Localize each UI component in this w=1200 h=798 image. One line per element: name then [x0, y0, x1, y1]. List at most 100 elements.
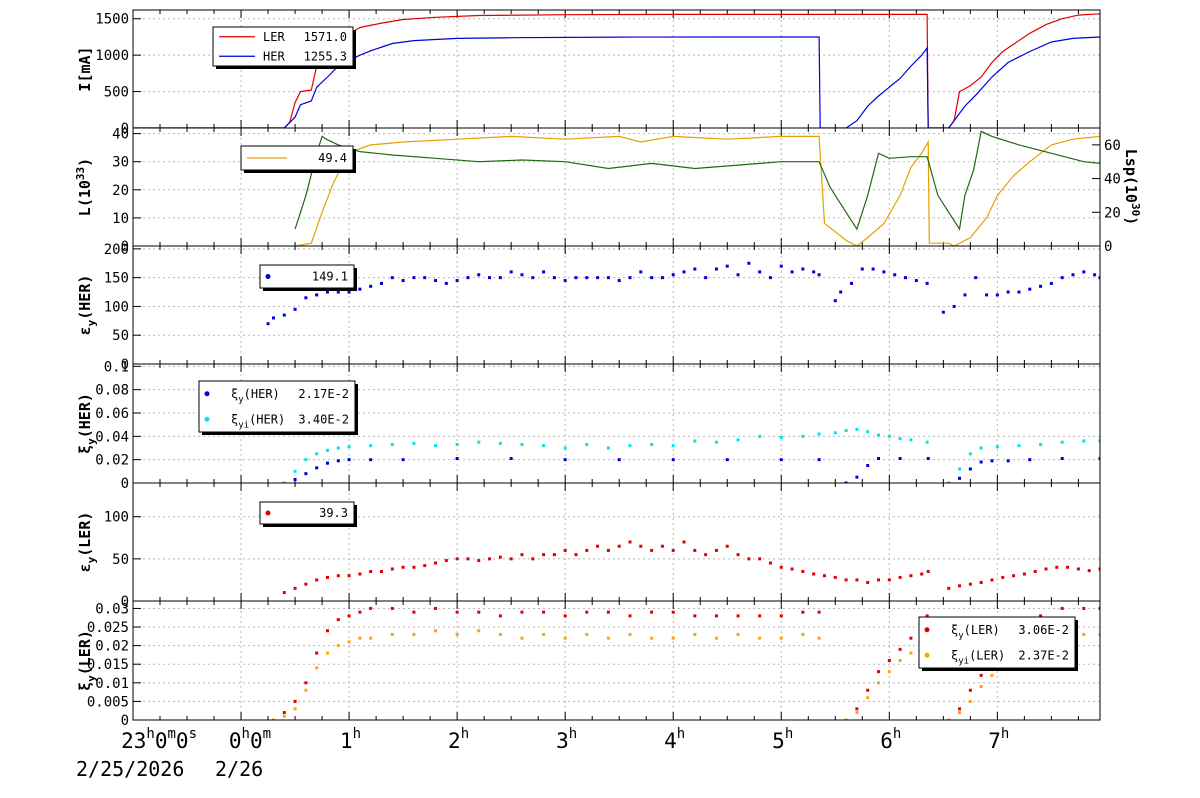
data-point — [380, 281, 384, 285]
data-point — [693, 548, 697, 552]
data-point — [979, 460, 983, 464]
data-point — [628, 540, 632, 544]
data-point — [336, 574, 340, 578]
legend-dot-marker — [265, 510, 271, 516]
y-tick-label: 1500 — [95, 12, 129, 28]
data-point — [887, 659, 891, 662]
y-tick-label: 0.02 — [95, 639, 129, 655]
data-point — [812, 572, 816, 576]
data-point — [304, 681, 308, 685]
data-point — [926, 457, 930, 460]
data-point — [839, 290, 843, 294]
data-point — [585, 632, 589, 636]
data-point — [833, 299, 837, 303]
data-point — [968, 452, 972, 456]
data-point — [898, 647, 902, 651]
data-point — [990, 459, 994, 463]
data-point — [968, 699, 972, 703]
data-point — [434, 629, 438, 633]
data-point — [639, 544, 643, 548]
data-point — [887, 578, 891, 582]
data-point — [1060, 606, 1064, 610]
data-point — [866, 464, 870, 467]
data-point — [325, 575, 329, 579]
data-point — [552, 276, 556, 280]
data-point — [434, 279, 438, 283]
data-point — [855, 707, 859, 711]
data-point — [855, 427, 859, 431]
data-point — [325, 651, 329, 655]
data-point — [563, 548, 567, 552]
legend-box — [212, 26, 354, 67]
data-point — [455, 610, 459, 614]
data-point — [1093, 273, 1097, 277]
data-point — [801, 267, 805, 271]
data-point — [925, 281, 929, 285]
data-point — [617, 544, 621, 548]
y2-tick-label: 0 — [1104, 239, 1112, 255]
data-point — [1071, 273, 1075, 277]
y-tick-label: 0.06 — [95, 406, 129, 422]
data-point — [585, 276, 589, 280]
legend-dot-marker — [265, 274, 271, 279]
data-point — [736, 273, 740, 277]
data-point — [606, 446, 610, 450]
data-point — [444, 559, 448, 563]
data-point — [925, 440, 929, 444]
data-point — [282, 313, 286, 317]
data-point — [585, 548, 589, 552]
data-point — [606, 610, 610, 614]
y-tick-label: 200 — [104, 242, 129, 258]
data-point — [617, 279, 621, 283]
data-point — [725, 264, 729, 268]
data-point — [768, 561, 772, 565]
data-point — [671, 548, 675, 552]
legend-series-name: ξyi(HER) — [231, 412, 285, 430]
data-point — [833, 575, 837, 579]
legend-value: 1255.3 — [304, 49, 347, 63]
data-point — [974, 276, 978, 280]
y-tick-label: 0.04 — [95, 429, 129, 445]
data-point — [358, 287, 362, 291]
plot-frame — [132, 482, 1101, 602]
data-point — [801, 434, 805, 438]
legend-series-name: ξy(LER) — [951, 623, 1000, 641]
data-point — [574, 553, 578, 557]
x-tick-label: 23h0m0s — [121, 726, 197, 753]
data-point — [455, 279, 459, 283]
data-point — [347, 614, 351, 618]
data-point — [412, 632, 416, 636]
series-line — [133, 36, 1100, 128]
data-point — [596, 276, 600, 280]
series-line — [294, 135, 1100, 246]
y2-tick-label: 40 — [1104, 172, 1121, 188]
data-point — [315, 651, 319, 655]
x-tick-label: 1h — [340, 726, 361, 753]
data-point — [704, 553, 708, 557]
data-point — [779, 614, 783, 618]
data-point — [1001, 575, 1005, 579]
data-point — [628, 276, 632, 280]
data-point — [1098, 276, 1100, 280]
y2-tick-label: 20 — [1104, 205, 1121, 221]
data-point — [979, 446, 983, 450]
data-point — [369, 606, 373, 610]
y-tick-label: 100 — [104, 299, 129, 315]
data-point — [542, 444, 546, 448]
data-point — [758, 636, 762, 640]
y-tick-label: 40 — [112, 127, 129, 143]
data-point — [628, 632, 632, 636]
data-point — [1039, 614, 1043, 618]
data-point — [904, 276, 908, 280]
data-point — [866, 580, 870, 584]
data-point — [542, 270, 546, 274]
y-tick-label: 500 — [104, 85, 129, 101]
data-point — [1017, 444, 1021, 448]
data-point — [1082, 606, 1086, 610]
data-point — [477, 559, 481, 563]
data-point — [542, 632, 546, 636]
data-point — [325, 448, 329, 452]
data-point — [995, 445, 999, 449]
data-point — [958, 467, 962, 471]
